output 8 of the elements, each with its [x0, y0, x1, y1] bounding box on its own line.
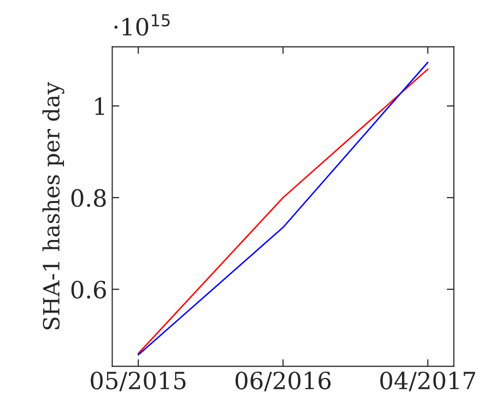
x-tick-label: 04/2017 [380, 372, 476, 392]
y-tick-label: 1 [95, 97, 104, 115]
y-tick-label: 0.8 [71, 189, 106, 207]
x-tick-label: 06/2016 [236, 372, 331, 392]
y-tick-label: 0.6 [71, 280, 106, 299]
y-axis-title: SHA-1 hashes per day [42, 82, 64, 330]
x-tick-label: 05/2015 [90, 372, 186, 392]
text: ·10$^{15}$ [114, 14, 170, 36]
